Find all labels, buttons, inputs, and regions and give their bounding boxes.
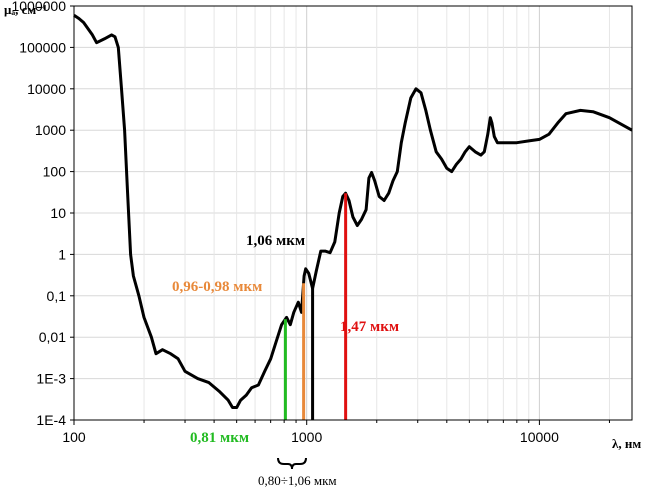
y-tick-label: 10000 xyxy=(27,81,66,97)
marker-label-970: 0,96-0,98 мкм xyxy=(172,279,262,295)
y-tick-label: 0,01 xyxy=(39,329,66,345)
wavelength-marker-layer xyxy=(283,193,348,420)
y-tick-label: 100000 xyxy=(19,39,66,55)
range-brace xyxy=(277,457,307,470)
x-axis-label: λ, нм xyxy=(612,436,641,451)
spectrum-line xyxy=(73,13,633,409)
y-tick-label: 100 xyxy=(43,164,67,180)
spectrum-curve-layer xyxy=(73,13,633,409)
tick-layer: 1000000 100000 10000 1000 100 10 1 0,1 0,01 1E-3 1… xyxy=(11,0,610,445)
y-tick-label: 1E-4 xyxy=(36,412,66,428)
x-tick-label: 10000 xyxy=(520,429,559,445)
y-tick-label: 1 xyxy=(58,246,66,262)
y-tick-label: 1E-3 xyxy=(36,371,66,387)
marker-label-1060: 1,06 мкм xyxy=(246,233,305,249)
x-tick-label: 1000 xyxy=(291,429,322,445)
y-tick-label: 1000000 xyxy=(11,0,66,14)
y-tick-label: 10 xyxy=(50,205,66,221)
x-tick-label: 100 xyxy=(62,429,86,445)
marker-label-810: 0,81 мкм xyxy=(190,430,249,446)
marker-label-1470: 1,47 мкм xyxy=(340,319,399,335)
y-tick-label: 1000 xyxy=(35,122,66,138)
range-annotation: 0,80÷1,06 мкм xyxy=(258,473,337,488)
y-axis-label: μₐ, см⁻¹ xyxy=(4,2,47,17)
y-tick-label: 0,1 xyxy=(47,288,67,304)
